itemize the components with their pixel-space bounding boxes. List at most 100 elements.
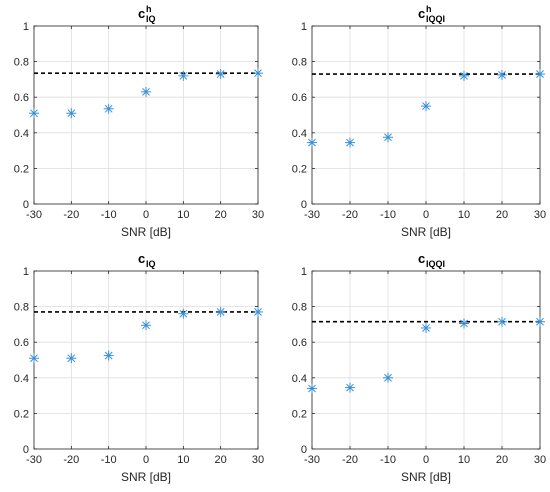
data-point (253, 68, 263, 79)
chart-title-superscript: h (426, 4, 432, 14)
x-axis-label: SNR [dB] (401, 470, 451, 484)
data-point (535, 316, 545, 327)
data-point-stroke (30, 109, 38, 118)
chart-title-superscript: h (146, 4, 152, 14)
data-point (103, 350, 114, 361)
y-tick-label: 1 (301, 266, 307, 278)
data-point-stroke (179, 71, 188, 80)
data-point (141, 86, 151, 97)
y-tick-label: 0 (301, 199, 307, 211)
data-point (215, 69, 226, 80)
y-tick-label: 0.4 (14, 373, 29, 385)
chart-panel-3: -30 -20 -10 0 10 20 30 0 0.2 0.4 0.6 0.8 1 SNR [dB] c I… (14, 251, 264, 484)
y-tick-label: 0 (301, 444, 307, 456)
y-tick-label: 0.8 (292, 302, 307, 314)
x-tick-label: 30 (252, 209, 264, 221)
y-tick-label: 0.2 (14, 163, 29, 175)
chart-title-subscript: IQ (146, 259, 156, 269)
data-point-stroke (142, 87, 150, 96)
x-axis-label: SNR [dB] (121, 225, 171, 239)
y-tick-label: 0.6 (292, 337, 307, 349)
y-tick-label: 0 (23, 199, 29, 211)
y-tick-label: 1 (301, 21, 307, 33)
data-point (66, 353, 77, 364)
data-point-stroke (142, 321, 150, 330)
x-tick-label: 10 (458, 209, 470, 221)
x-tick-label: -10 (380, 209, 396, 221)
x-tick-label: 30 (534, 454, 546, 466)
chart-title: c hIQ (138, 4, 156, 24)
data-point (345, 382, 355, 393)
x-tick-label: -20 (63, 454, 79, 466)
data-point (29, 108, 39, 119)
y-tick-label: 0.8 (292, 57, 307, 69)
y-tick-label: 0.2 (292, 163, 307, 175)
chart-title: c IQ (138, 251, 156, 269)
y-tick-label: 0.6 (292, 92, 307, 104)
y-tick-label: 0.4 (14, 128, 29, 140)
data-point (307, 137, 317, 148)
data-point (497, 69, 507, 80)
data-point (459, 70, 469, 81)
chart-title-base: c (418, 251, 425, 266)
y-tick-label: 1 (23, 21, 29, 33)
x-tick-label: 20 (496, 209, 508, 221)
data-point-stroke (422, 324, 430, 332)
x-tick-label: -30 (304, 209, 320, 221)
y-tick-label: 1 (23, 266, 29, 278)
data-point (535, 69, 545, 80)
data-point-stroke (179, 309, 188, 318)
x-tick-label: 10 (177, 454, 189, 466)
x-tick-label: 20 (215, 454, 227, 466)
data-point (178, 70, 189, 81)
chart-title: c IQQI (418, 251, 445, 269)
chart-title-subscript: IQ (146, 14, 156, 24)
data-point (66, 108, 77, 119)
data-point-stroke (308, 384, 316, 393)
y-tick-label: 0.6 (14, 337, 29, 349)
data-point-stroke (536, 317, 544, 326)
x-axis-label: SNR [dB] (121, 470, 171, 484)
x-tick-label: 0 (143, 209, 149, 221)
x-tick-label: -10 (101, 454, 117, 466)
chart-title-base: c (138, 251, 145, 266)
data-point-stroke (498, 317, 506, 326)
x-tick-label: -10 (101, 209, 117, 221)
chart-title-subscript: IQQI (426, 14, 445, 24)
data-point (383, 372, 393, 383)
x-tick-label: 10 (177, 209, 189, 221)
x-tick-label: 20 (496, 454, 508, 466)
x-tick-label: 0 (423, 209, 429, 221)
x-tick-label: 30 (534, 209, 546, 221)
x-tick-label: -10 (380, 454, 396, 466)
y-tick-label: 0.2 (292, 408, 307, 420)
data-point (307, 383, 317, 394)
data-point (215, 306, 226, 317)
data-point-stroke (384, 133, 392, 142)
data-point-stroke (216, 308, 225, 316)
data-point-stroke (536, 70, 544, 78)
x-tick-label: -30 (26, 209, 42, 221)
data-point (345, 137, 355, 148)
chart-panel-1: -30 -20 -10 0 10 20 30 0 0.2 0.4 0.6 0.8 1 SNR [dB] c h… (14, 4, 264, 239)
data-point (383, 132, 393, 143)
chart-title-base: c (138, 6, 145, 21)
y-tick-label: 0.8 (14, 302, 29, 314)
data-point (497, 316, 507, 327)
data-point (253, 306, 263, 317)
y-tick-label: 0.4 (292, 128, 307, 140)
data-point (141, 320, 151, 331)
chart-title-base: c (418, 6, 425, 21)
x-axis-label: SNR [dB] (401, 225, 451, 239)
y-tick-label: 0 (23, 444, 29, 456)
data-point-stroke (498, 71, 506, 79)
x-tick-label: 20 (215, 209, 227, 221)
x-tick-label: 0 (423, 454, 429, 466)
data-point-stroke (346, 138, 354, 147)
data-point-stroke (104, 104, 113, 113)
data-point (178, 308, 189, 319)
y-tick-label: 0.8 (14, 57, 29, 69)
data-point-stroke (254, 69, 262, 78)
